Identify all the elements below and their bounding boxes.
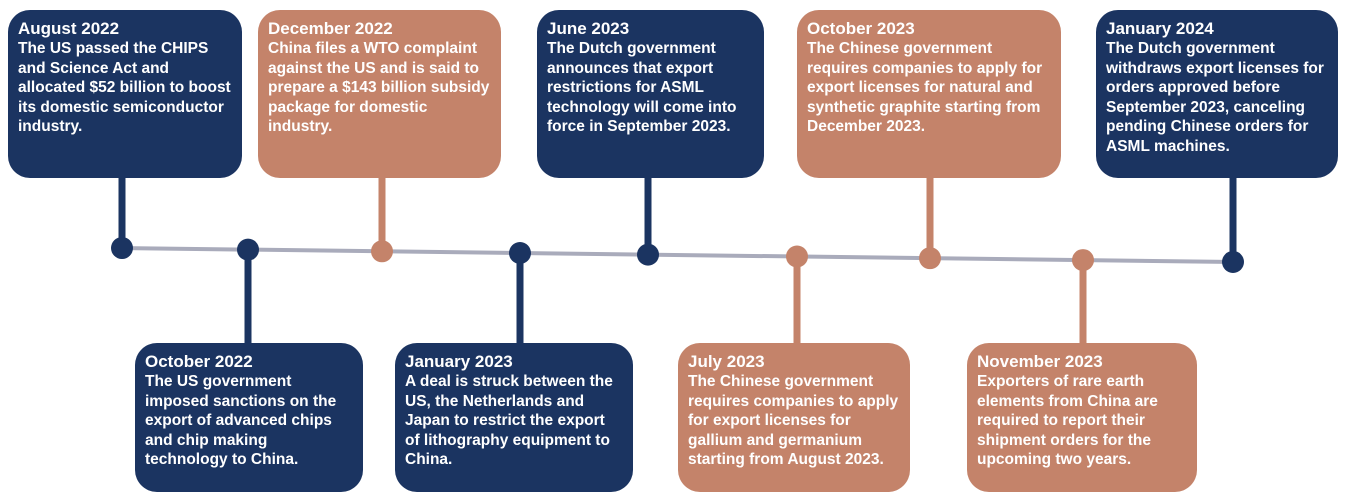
event-card: June 2023 The Dutch government announces … (537, 10, 764, 178)
milestone-dot (786, 245, 808, 268)
event-card: January 2024 The Dutch government withdra… (1096, 10, 1338, 178)
event-card: October 2022 The US government imposed sa… (135, 343, 363, 492)
timeline-axis (119, 246, 1236, 264)
event-text: The Dutch government announces that expo… (547, 40, 737, 135)
event-card: October 2023 The Chinese government requi… (797, 10, 1061, 178)
event-text: The Chinese government requires companie… (807, 40, 1043, 135)
event-text: China files a WTO complaint against the … (268, 40, 490, 135)
event-date: January 2024 (1106, 19, 1214, 38)
event-date: November 2023 (977, 352, 1103, 371)
event-date: October 2023 (807, 19, 915, 38)
event-card: November 2023 Exporters of rare earth ele… (967, 343, 1197, 492)
milestone-dot (1072, 249, 1094, 272)
event-date: June 2023 (547, 19, 630, 38)
milestone-dot (509, 242, 531, 265)
event-text: The Chinese government requires companie… (688, 373, 899, 468)
event-card: August 2022 The US passed the CHIPS and S… (8, 10, 242, 178)
event-text: The US government imposed sanctions on t… (145, 373, 337, 468)
event-date: August 2022 (18, 19, 120, 38)
event-text: The Dutch government withdraws export li… (1106, 40, 1324, 155)
event-date: December 2022 (268, 19, 393, 38)
event-text: A deal is struck between the US, the Net… (405, 373, 613, 468)
milestone-dot (1222, 250, 1244, 273)
milestone-dot (919, 247, 941, 270)
milestone-dot (371, 240, 393, 263)
milestone-dot (111, 237, 133, 260)
event-date: October 2022 (145, 352, 253, 371)
event-card: July 2023 The Chinese government requires… (678, 343, 910, 492)
milestone-dot (637, 243, 659, 266)
event-text: Exporters of rare earth elements from Ch… (977, 373, 1158, 468)
event-text: The US passed the CHIPS and Science Act … (18, 40, 231, 135)
event-date: July 2023 (688, 352, 765, 371)
event-date: January 2023 (405, 352, 513, 371)
event-card: January 2023 A deal is struck between the… (395, 343, 633, 492)
milestone-dot (237, 238, 259, 261)
event-card: December 2022 China files a WTO complaint… (258, 10, 501, 178)
